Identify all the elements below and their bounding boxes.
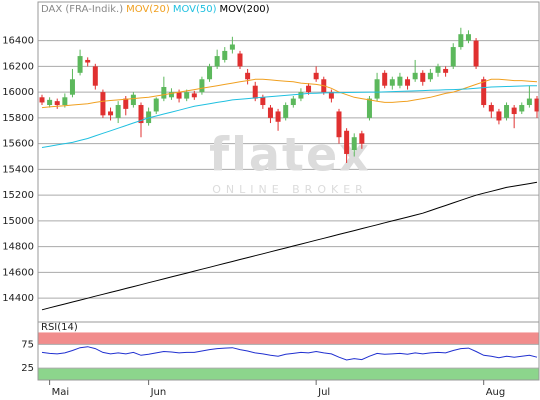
y-tick-label: 15600 xyxy=(2,139,34,150)
candle-body xyxy=(130,94,136,106)
candle-body xyxy=(443,68,449,73)
y-tick-label: 15400 xyxy=(2,164,34,175)
candle-body xyxy=(168,92,174,98)
y-tick-label: 15800 xyxy=(2,113,34,124)
candle-body xyxy=(153,98,159,112)
candle-body xyxy=(275,111,281,122)
candle-body xyxy=(191,93,197,98)
candle-body xyxy=(488,105,494,112)
y-tick-label: 15200 xyxy=(2,190,34,201)
candle-body xyxy=(313,72,319,80)
candle-body xyxy=(519,105,525,112)
candle-body xyxy=(115,105,121,118)
y-tick-label: 25 xyxy=(21,363,34,374)
candle-body xyxy=(534,98,540,112)
candle-body xyxy=(435,66,441,73)
candle-body xyxy=(397,76,403,86)
candle-body xyxy=(290,98,296,106)
x-tick-label: Jun xyxy=(150,387,167,398)
series-line xyxy=(41,85,538,148)
x-tick-label: Mai xyxy=(52,387,70,398)
y-tick-label: 16400 xyxy=(2,36,34,47)
legend-rsi: RSI(14) xyxy=(41,322,78,333)
candle-body xyxy=(161,86,167,99)
candle-body xyxy=(54,101,60,106)
x-tick-label: Jul xyxy=(317,387,330,398)
y-tick-label: 16000 xyxy=(2,87,34,98)
candle-body xyxy=(336,111,342,138)
candle-body xyxy=(77,56,83,73)
legend-entry: MOV(20) xyxy=(126,4,170,15)
candle-body xyxy=(100,92,106,116)
candle-body xyxy=(138,105,144,124)
candle-body xyxy=(214,56,220,67)
candle-body xyxy=(344,130,350,154)
candle-body xyxy=(199,79,205,93)
candle-body xyxy=(252,85,258,99)
candle-body xyxy=(92,66,98,86)
candle-body xyxy=(473,40,479,67)
candle-body xyxy=(306,85,312,93)
legend-main: DAX (FRA-Indik.) xyxy=(41,4,123,15)
candle-body xyxy=(184,92,190,99)
candle-body xyxy=(176,92,182,99)
candle-body xyxy=(146,111,152,124)
candle-body xyxy=(458,34,464,48)
candle-body xyxy=(374,79,380,99)
y-tick-label: 14600 xyxy=(2,267,34,278)
y-tick-label: 14800 xyxy=(2,242,34,253)
watermark-subtitle: ONLINE BROKER xyxy=(212,183,368,196)
y-tick-label: 75 xyxy=(21,339,34,350)
y-tick-label: 14400 xyxy=(2,293,34,304)
candle-body xyxy=(108,111,114,116)
candle-body xyxy=(47,99,53,106)
candle-body xyxy=(465,34,471,41)
candle-body xyxy=(245,72,251,80)
plot-frame xyxy=(37,321,540,381)
candle-body xyxy=(123,98,129,109)
candle-body xyxy=(382,72,388,86)
candle-body xyxy=(405,79,411,86)
series-line xyxy=(41,346,538,361)
y-tick-label: 15000 xyxy=(2,216,34,227)
candle-body xyxy=(511,107,517,115)
candle-body xyxy=(207,66,213,80)
candle-body xyxy=(504,105,510,118)
candle-body xyxy=(283,105,289,118)
rsi-zone xyxy=(38,368,539,380)
legend-entry: MOV(50) xyxy=(173,4,217,15)
candle-body xyxy=(412,72,418,80)
candle-body xyxy=(260,97,266,106)
candle-body xyxy=(389,79,395,86)
watermark-title: flatex xyxy=(209,128,371,182)
candle-body xyxy=(39,97,45,103)
candle-body xyxy=(496,111,502,121)
candle-body xyxy=(69,79,75,95)
candle-body xyxy=(366,98,372,118)
candle-body xyxy=(526,98,532,106)
candle-body xyxy=(85,59,91,63)
series-line xyxy=(41,181,538,311)
candle-body xyxy=(351,137,357,151)
series-line xyxy=(41,78,538,109)
candle-body xyxy=(481,79,487,106)
candle-body xyxy=(298,92,304,99)
candle-body xyxy=(62,97,68,106)
y-tick-label: 16200 xyxy=(2,61,34,72)
candle-body xyxy=(450,47,456,67)
candle-body xyxy=(420,72,426,82)
x-tick-label: Aug xyxy=(486,387,506,398)
candle-body xyxy=(229,44,235,50)
candle-body xyxy=(427,72,433,80)
candle-body xyxy=(222,50,228,60)
candle-body xyxy=(267,107,273,118)
rsi-zone xyxy=(38,332,539,345)
candle-body xyxy=(328,92,334,99)
candle-body xyxy=(237,53,243,67)
candle-body xyxy=(359,133,365,144)
legend-entry: MOV(200) xyxy=(220,4,270,15)
